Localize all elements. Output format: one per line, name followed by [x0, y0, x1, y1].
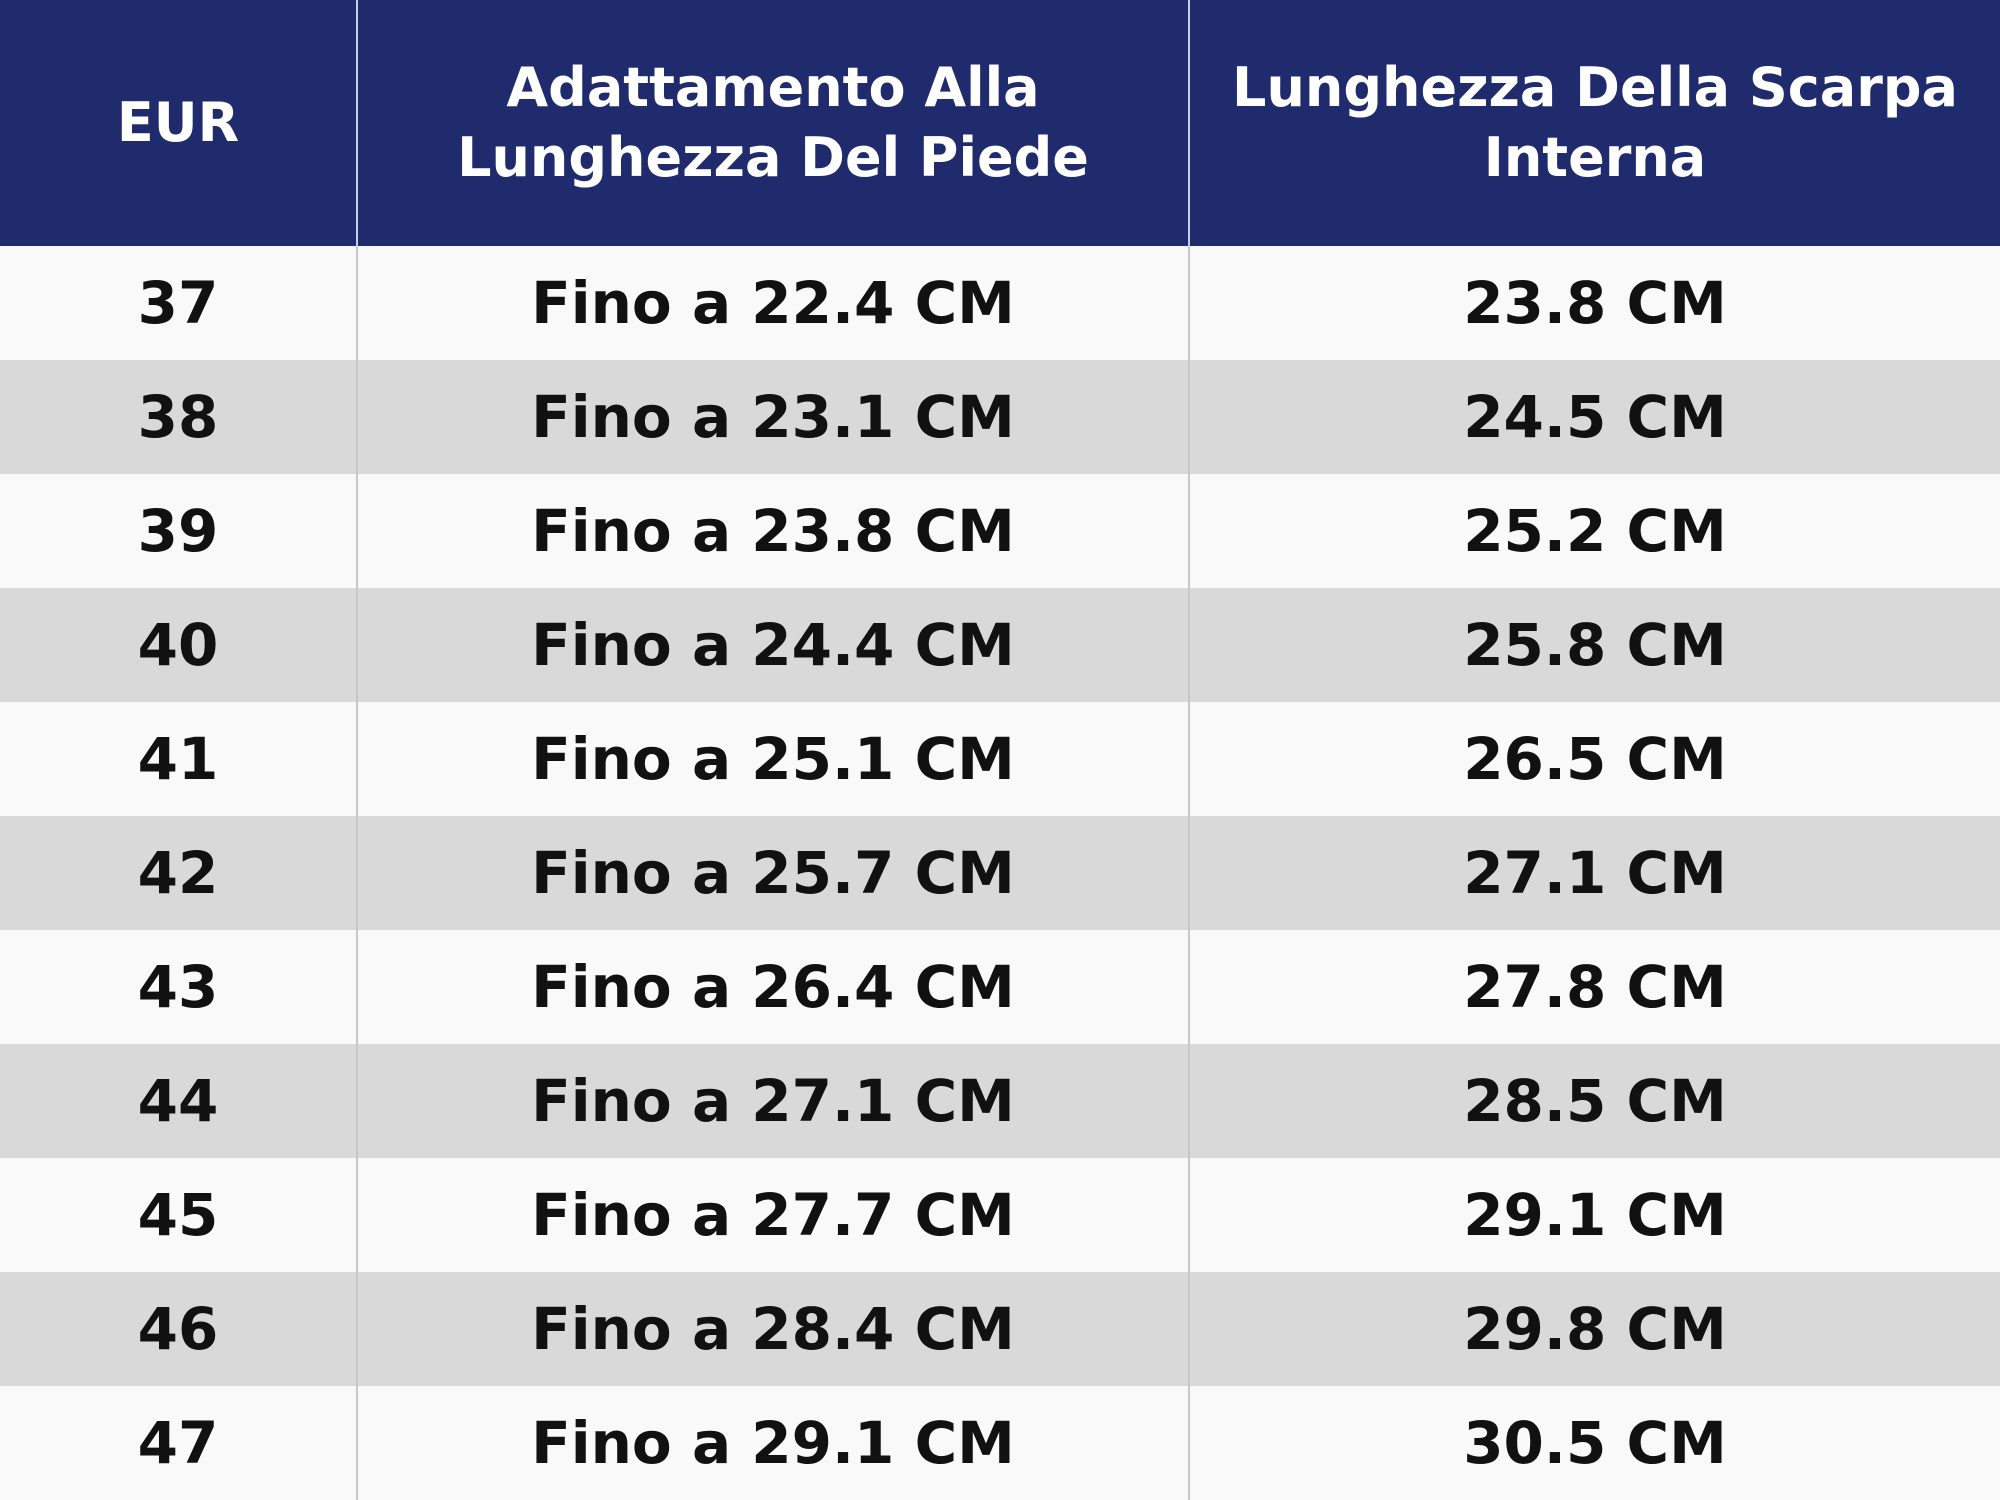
table-cell: 41: [0, 702, 356, 816]
table-cell: 47: [0, 1386, 356, 1500]
table-cell: 44: [0, 1044, 356, 1158]
table-cell: 28.5 CM: [1188, 1044, 2000, 1158]
table-cell: 23.8 CM: [1188, 246, 2000, 360]
table-cell: 30.5 CM: [1188, 1386, 2000, 1500]
table-cell: Fino a 26.4 CM: [356, 930, 1188, 1044]
table-cell: 45: [0, 1158, 356, 1272]
table-cell: 43: [0, 930, 356, 1044]
table-cell: Fino a 24.4 CM: [356, 588, 1188, 702]
table-cell: Fino a 27.1 CM: [356, 1044, 1188, 1158]
table-cell: Fino a 23.8 CM: [356, 474, 1188, 588]
table-cell: 26.5 CM: [1188, 702, 2000, 816]
table-cell: Fino a 22.4 CM: [356, 246, 1188, 360]
table-cell: 46: [0, 1272, 356, 1386]
table-cell: 27.1 CM: [1188, 816, 2000, 930]
table-cell: 27.8 CM: [1188, 930, 2000, 1044]
header-cell: Lunghezza Della Scarpa Interna: [1188, 0, 2000, 246]
header-cell: Adattamento Alla Lunghezza Del Piede: [356, 0, 1188, 246]
table-cell: 24.5 CM: [1188, 360, 2000, 474]
table-cell: 42: [0, 816, 356, 930]
table-cell: Fino a 25.1 CM: [356, 702, 1188, 816]
table-cell: 25.8 CM: [1188, 588, 2000, 702]
table-cell: 40: [0, 588, 356, 702]
table-cell: Fino a 23.1 CM: [356, 360, 1188, 474]
table-cell: 29.1 CM: [1188, 1158, 2000, 1272]
table-cell: 37: [0, 246, 356, 360]
table-cell: Fino a 28.4 CM: [356, 1272, 1188, 1386]
table-cell: Fino a 27.7 CM: [356, 1158, 1188, 1272]
table-cell: Fino a 29.1 CM: [356, 1386, 1188, 1500]
table-cell: 38: [0, 360, 356, 474]
table-cell: 29.8 CM: [1188, 1272, 2000, 1386]
header-cell: EUR: [0, 0, 356, 246]
table-cell: 25.2 CM: [1188, 474, 2000, 588]
table-cell: Fino a 25.7 CM: [356, 816, 1188, 930]
table-cell: 39: [0, 474, 356, 588]
